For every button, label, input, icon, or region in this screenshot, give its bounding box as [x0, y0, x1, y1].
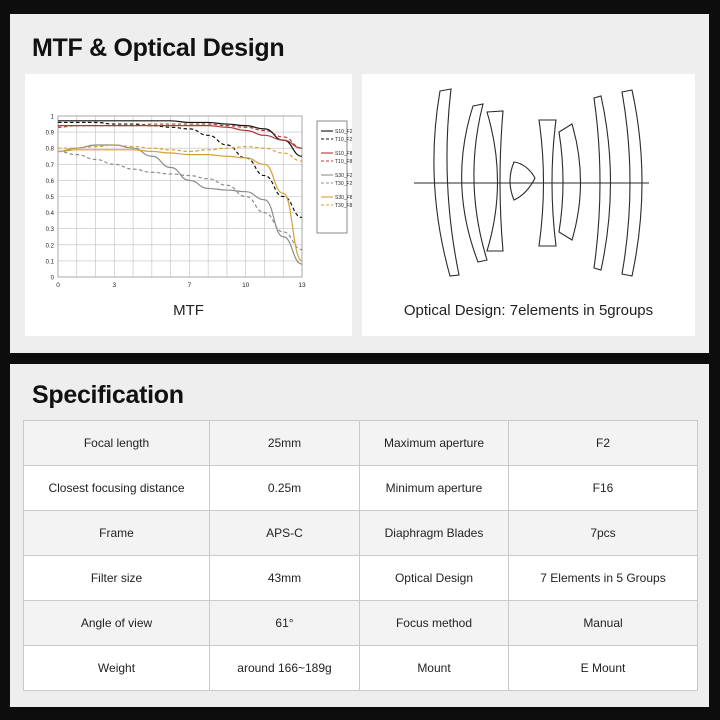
x-tick-label: 10 [242, 282, 250, 289]
x-tick-label: 7 [188, 282, 192, 289]
legend-label: T10_F2 [335, 137, 352, 143]
x-tick-label: 3 [112, 282, 116, 289]
lens-element-8 [621, 89, 643, 277]
table-row: Focal length 25mm Maximum aperture F2 [23, 420, 698, 466]
table-row: Filter size 43mm Optical Design 7 Elements … [23, 555, 698, 601]
spec-label: Diaphragm Blades [359, 510, 509, 556]
table-row: Weight around 166~189g Mount E Mount [23, 645, 698, 691]
spec-value: APS-C [209, 510, 360, 556]
spec-label: Filter size [23, 555, 210, 601]
legend-label: T10_F8 [335, 159, 352, 165]
y-tick-label: 0.6 [46, 179, 55, 185]
spec-label: Mount [359, 645, 509, 691]
spec-label: Angle of view [23, 600, 210, 646]
spec-value: 43mm [209, 555, 360, 601]
optical-design-caption: Optical Design: 7elements in 5groups [403, 302, 654, 319]
table-row: Angle of view 61° Focus method Manual [23, 600, 698, 646]
mtf-x-axis: 0 3 7 10 13 [56, 282, 306, 289]
spec-table: Focal length 25mm Maximum aperture F2 Closes… [23, 420, 698, 691]
y-tick-label: 0.3 [46, 227, 55, 233]
lens-element-1 [433, 88, 460, 277]
spec-value: around 166~189g [209, 645, 360, 691]
legend-box [316, 120, 348, 234]
spec-value: 0.25m [209, 465, 360, 511]
spec-label: Optical Design [359, 555, 509, 601]
spec-value: E Mount [508, 645, 698, 691]
legend-label: S30_F2 [335, 173, 352, 179]
y-tick-label: 0.7 [46, 163, 55, 169]
series-line-s10_f2 [58, 120, 303, 157]
mtf-optical-panel: MTF & Optical Design 1 0.9 0.8 0.7 0.6 0.5 0.4… [10, 14, 709, 353]
x-tick-label: 13 [298, 282, 306, 289]
mtf-legend: S10_F2 T10_F2 S10_F8 T10_F8 S30_F2 T30_F2 S30_… [316, 120, 352, 234]
optical-diagram [414, 88, 649, 277]
mtf-card: 1 0.9 0.8 0.7 0.6 0.5 0.4 0.3 0.2 0.1 0 0 3 7 10 13 S1… [25, 74, 352, 336]
legend-label: T30_F8 [335, 203, 352, 209]
y-tick-label: 0.2 [46, 243, 55, 249]
mtf-grid [57, 115, 303, 278]
series-line-t10_f8 [57, 123, 303, 149]
y-tick-label: 1 [51, 115, 55, 121]
series-line-t10_f2 [58, 121, 303, 219]
series-line-t30_f8 [58, 144, 303, 162]
lens-element-6 [558, 123, 581, 241]
spec-label: Weight [23, 645, 210, 691]
lens-element-7 [593, 95, 612, 271]
spec-value: 61° [209, 600, 360, 646]
mtf-caption: MTF [173, 302, 204, 319]
legend-label: S10_F2 [335, 129, 352, 135]
spec-label: Maximum aperture [359, 420, 509, 466]
spec-label: Frame [23, 510, 210, 556]
spec-value: 7pcs [508, 510, 698, 556]
spec-value: F2 [508, 420, 698, 466]
y-tick-label: 0.1 [46, 259, 55, 265]
legend-label: S30_F8 [335, 195, 352, 201]
legend-label: T30_F2 [335, 181, 352, 187]
lens-element-3 [486, 110, 504, 252]
spec-label: Focal length [23, 420, 210, 466]
y-tick-label: 0.8 [46, 147, 55, 153]
lens-element-4 [509, 161, 536, 201]
spec-label: Focus method [359, 600, 509, 646]
table-row: Closest focusing distance 0.25m Minimum ap… [23, 465, 698, 511]
table-row: Frame APS-C Diaphragm Blades 7pcs [23, 510, 698, 556]
lens-element-2 [461, 103, 488, 263]
x-tick-label: 0 [56, 282, 60, 289]
spec-value: F16 [508, 465, 698, 511]
spec-value: Manual [508, 600, 698, 646]
legend-label: S10_F8 [335, 151, 352, 157]
mtf-chart: 1 0.9 0.8 0.7 0.6 0.5 0.4 0.3 0.2 0.1 0 0 3 7 10 13 S1… [46, 115, 352, 290]
spec-value: 7 Elements in 5 Groups [508, 555, 698, 601]
mtf-series [57, 120, 303, 265]
series-line-t30_f2 [57, 150, 303, 251]
mtf-y-axis: 1 0.9 0.8 0.7 0.6 0.5 0.4 0.3 0.2 0.1 0 [46, 115, 55, 282]
spec-label: Closest focusing distance [23, 465, 210, 511]
series-line-s30_f2 [57, 144, 303, 265]
optical-design-card: Optical Design: 7elements in 5groups [362, 74, 695, 336]
lens-element-5 [538, 119, 557, 247]
y-tick-label: 0.5 [46, 195, 55, 201]
spec-value: 25mm [209, 420, 360, 466]
series-line-s30_f8 [57, 149, 303, 262]
y-tick-label: 0 [51, 276, 55, 282]
plot-frame [57, 115, 303, 278]
specification-panel: Specification Focal length 25mm Maximum ap… [10, 364, 709, 707]
section-title-specification: Specification [32, 381, 184, 409]
section-title-mtf: MTF & Optical Design [32, 34, 285, 62]
y-tick-label: 0.4 [46, 211, 55, 217]
spec-label: Minimum aperture [359, 465, 509, 511]
y-tick-label: 0.9 [46, 131, 55, 137]
